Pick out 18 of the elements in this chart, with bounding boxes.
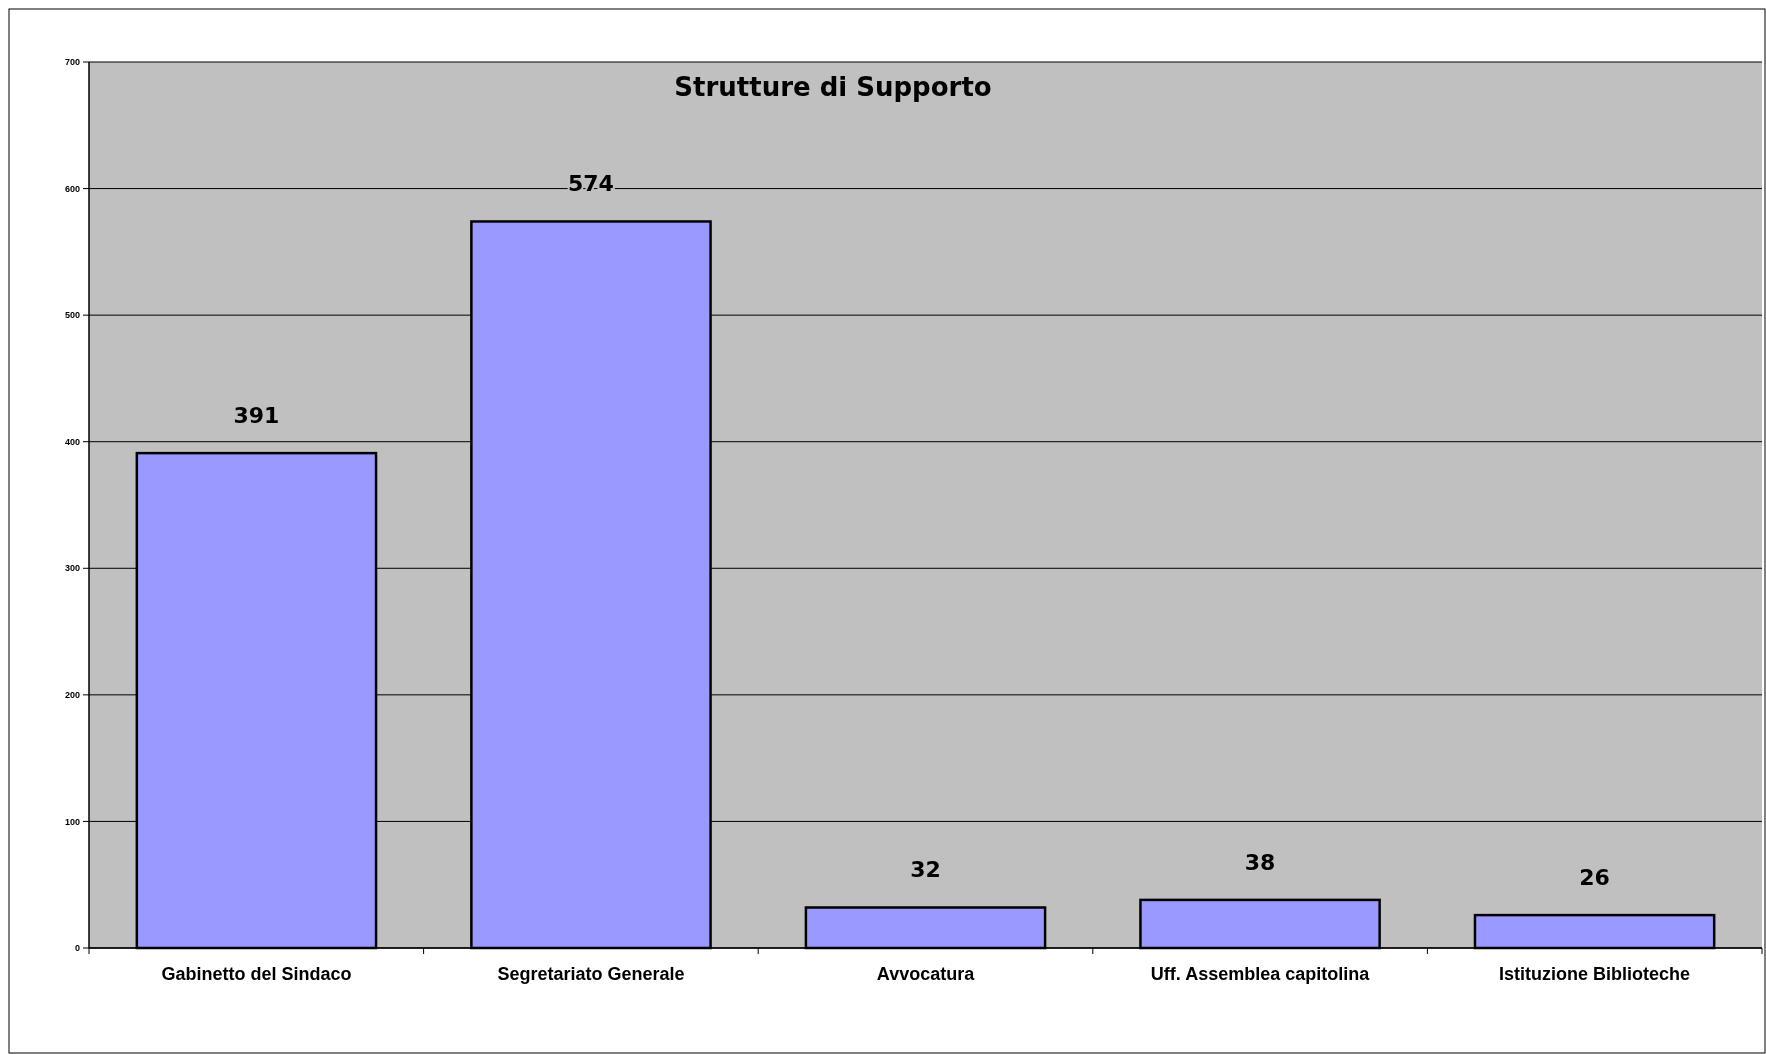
data-label: 32 [910,857,941,883]
data-label: 38 [1244,849,1276,875]
data-label: 26 [1579,865,1610,891]
y-tick-label: 0 [74,943,80,954]
x-tick-label: Gabinetto del Sindaco [161,964,352,984]
y-tick-label: 500 [64,310,80,321]
x-tick-label: Segretariato Generale [497,964,685,984]
y-tick-label: 600 [64,183,80,194]
chart-title: Strutture di Supporto [674,72,992,102]
x-tick-label: Istituzione Biblioteche [1499,964,1691,984]
y-tick-label: 400 [64,436,80,447]
y-tick-label: 300 [64,563,80,574]
data-label: 391 [233,403,280,429]
y-tick-label: 700 [64,57,80,68]
y-tick-label: 100 [64,816,80,827]
x-tick-label: Avvocatura [876,964,976,984]
x-tick-label: Uff. Assemblea capitolina [1150,964,1371,984]
y-tick-label: 200 [64,690,80,701]
